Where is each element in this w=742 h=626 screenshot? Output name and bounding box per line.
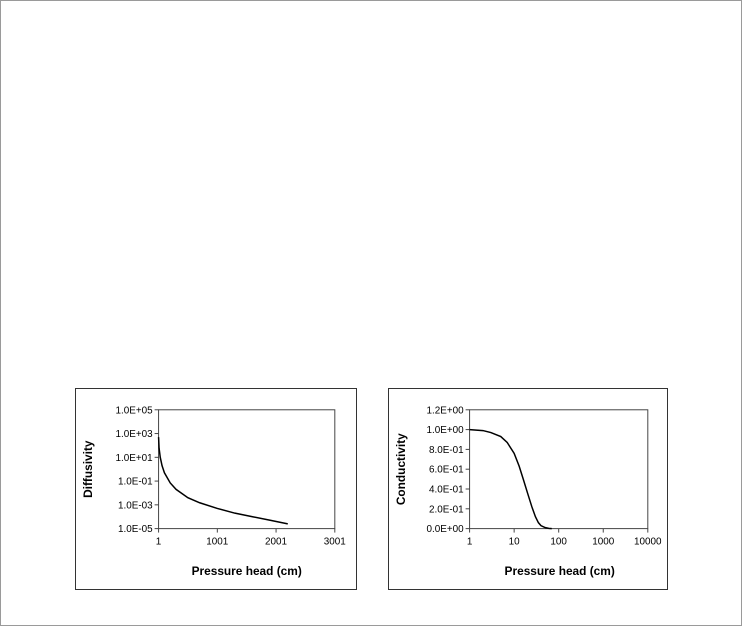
conductivity-series-line	[469, 428, 552, 530]
x-tick-label: 3001	[324, 536, 347, 547]
y-tick-label: 4.0E-01	[429, 484, 464, 495]
y-tick-label: 6.0E-01	[429, 465, 464, 476]
x-axis-title: Pressure head (cm)	[505, 564, 615, 578]
plot-area-frame	[158, 409, 336, 530]
y-tick-label: 0.0E+00	[427, 524, 465, 535]
x-tick-label: 1001	[206, 536, 229, 547]
diffusivity-series-line	[157, 437, 288, 525]
y-tick-label: 1.0E+00	[427, 425, 465, 436]
x-tick-label: 10000	[634, 536, 662, 547]
x-tick-group: 1 1001 2001 3001	[156, 528, 347, 547]
y-tick-label: 2.0E-01	[429, 504, 464, 515]
y-tick-label: 1.0E+01	[116, 453, 154, 464]
y-tick-label: 1.0E-01	[118, 477, 153, 488]
y-tick-group: 1.0E-05 1.0E-03 1.0E-01 1.0E+01 1.0E+03 1.0E+…	[116, 405, 159, 535]
plot-area-frame	[469, 409, 649, 530]
y-axis-title: Diffusivity	[81, 440, 95, 498]
x-tick-group: 1 10 100 1000 10000	[467, 528, 662, 547]
y-tick-label: 1.0E+03	[116, 429, 154, 440]
y-tick-group: 0.0E+00 2.0E-01 4.0E-01 6.0E-01 8.0E-01 1.0E+…	[427, 405, 470, 535]
y-tick-label: 8.0E-01	[429, 445, 464, 456]
x-tick-label: 10	[509, 536, 521, 547]
x-tick-label: 1	[156, 536, 162, 547]
y-tick-label: 1.2E+00	[427, 405, 465, 416]
x-axis-title: Pressure head (cm)	[192, 564, 302, 578]
x-tick-label: 1	[467, 536, 473, 547]
y-tick-label: 1.0E-05	[118, 524, 153, 535]
x-tick-label: 1000	[592, 536, 615, 547]
diffusivity-chart: 1.0E-05 1.0E-03 1.0E-01 1.0E+01 1.0E+03 1.0E+…	[75, 388, 357, 590]
y-axis-title: Conductivity	[394, 433, 408, 505]
x-tick-label: 100	[550, 536, 567, 547]
y-tick-label: 1.0E+05	[116, 405, 154, 416]
conductivity-chart: 0.0E+00 2.0E-01 4.0E-01 6.0E-01 8.0E-01 1.0E+…	[388, 388, 668, 590]
y-tick-label: 1.0E-03	[118, 500, 153, 511]
x-tick-label: 2001	[265, 536, 288, 547]
